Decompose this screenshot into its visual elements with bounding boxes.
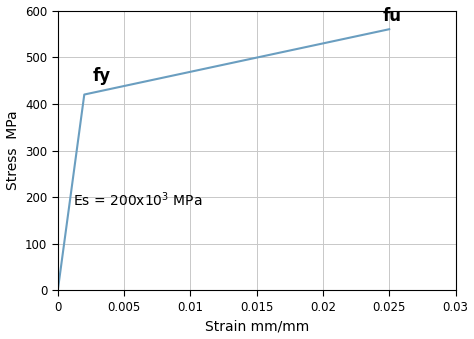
- Text: Es = 200x10$^3$ MPa: Es = 200x10$^3$ MPa: [73, 190, 202, 209]
- Y-axis label: Stress  MPa: Stress MPa: [6, 111, 19, 190]
- X-axis label: Strain mm/mm: Strain mm/mm: [204, 319, 309, 334]
- Text: fu: fu: [383, 7, 401, 25]
- Text: fy: fy: [93, 67, 111, 85]
